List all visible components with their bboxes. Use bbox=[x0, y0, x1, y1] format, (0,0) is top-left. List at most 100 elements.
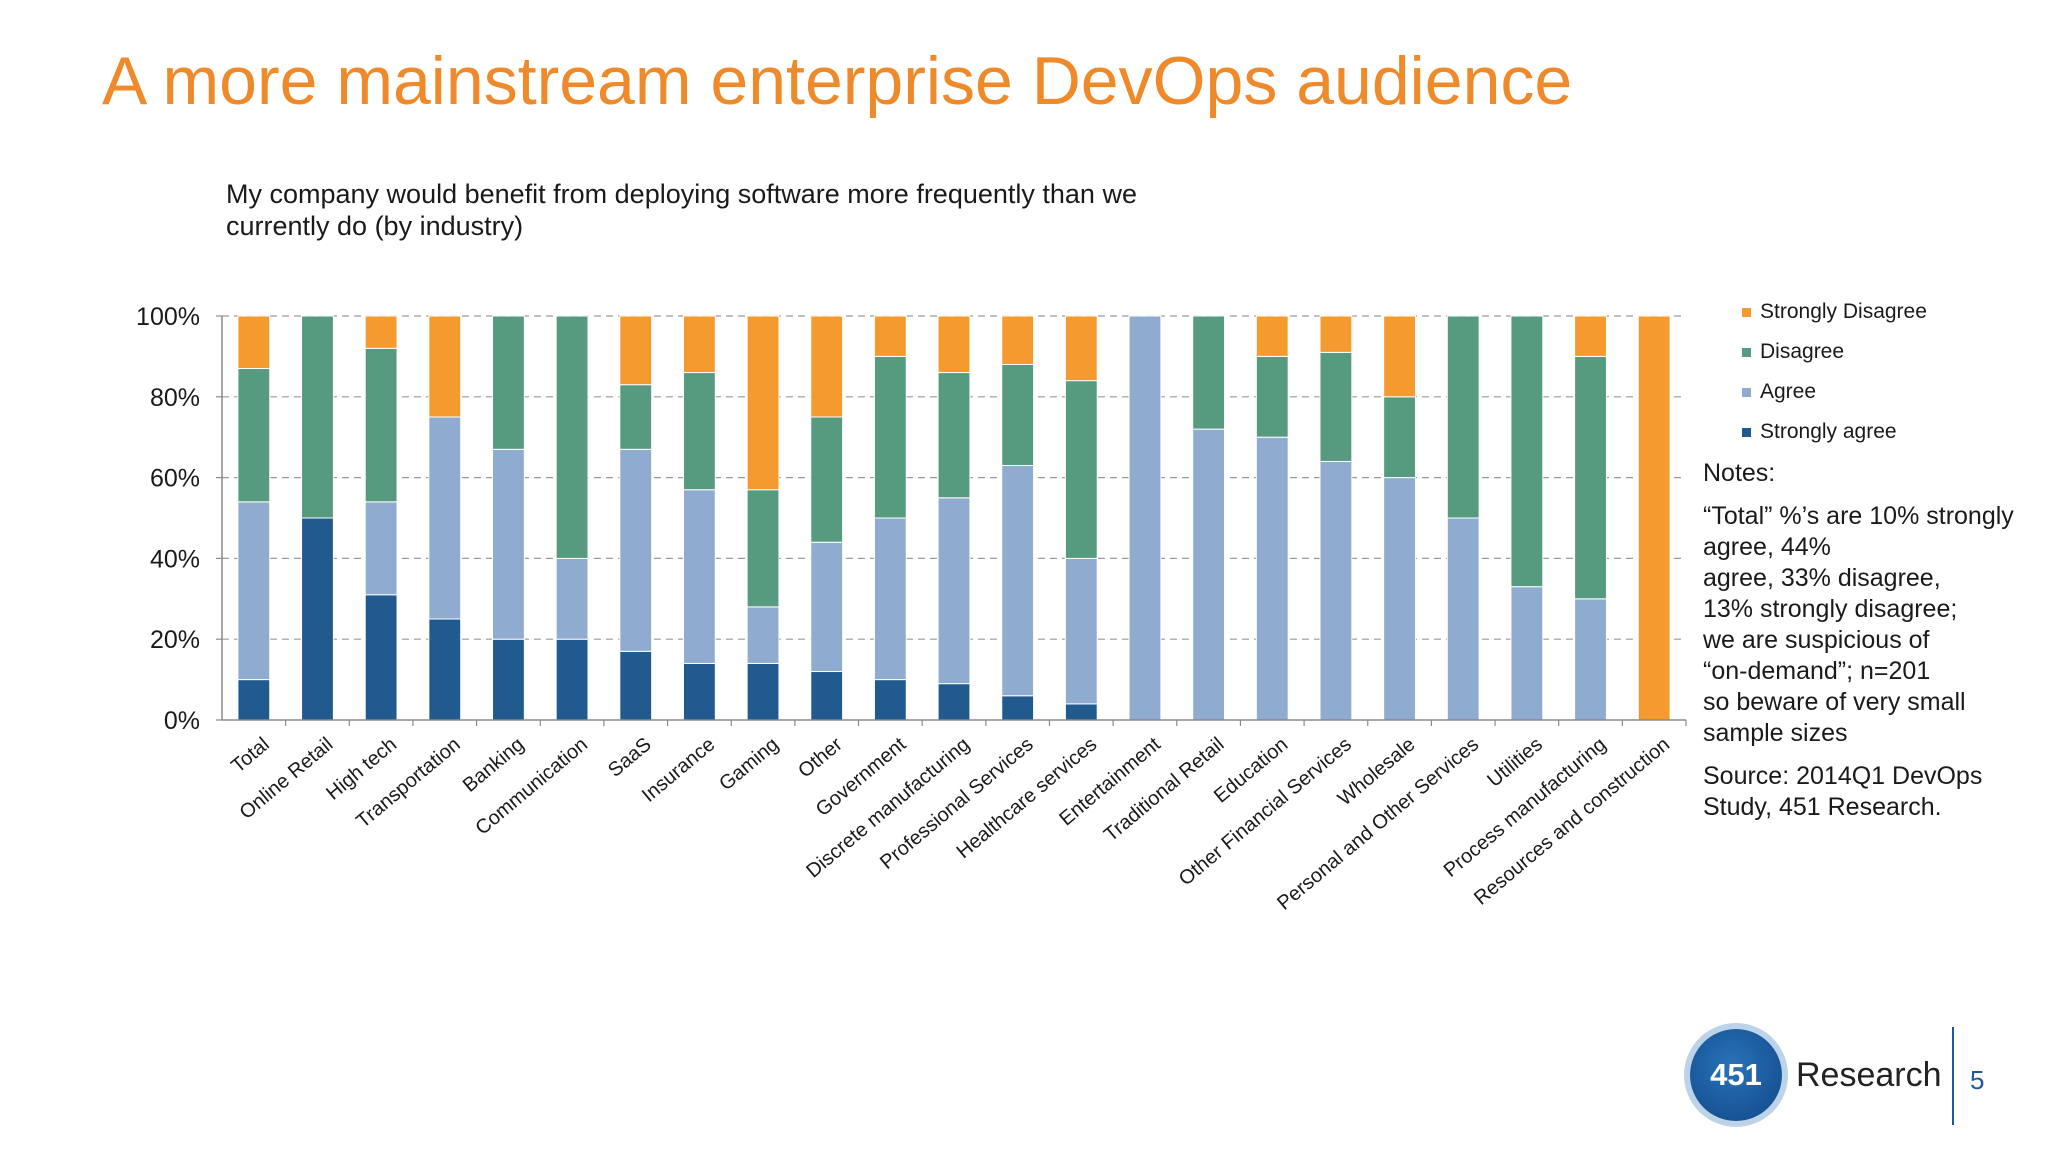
chart-axes bbox=[216, 315, 1687, 726]
x-tick-label: SaaS bbox=[604, 733, 656, 781]
chart-bars bbox=[237, 315, 1671, 721]
bar-segment-strongly-disagree bbox=[1383, 315, 1416, 398]
bar-segment-strongly-disagree bbox=[1319, 315, 1353, 353]
bar-segment-agree bbox=[1446, 517, 1480, 721]
y-tick-label: 20% bbox=[150, 626, 200, 654]
bar-segment-strongly-disagree bbox=[428, 315, 462, 418]
bar-segment-strongly-disagree bbox=[810, 315, 844, 418]
footer-divider bbox=[1952, 1027, 1954, 1125]
bar-segment-strongly-agree bbox=[937, 683, 971, 721]
bar-segment-agree bbox=[1001, 464, 1035, 697]
bar-segment-strongly-agree bbox=[301, 517, 334, 721]
bar-segment-agree bbox=[746, 606, 780, 664]
page-number: 5 bbox=[1970, 1065, 1985, 1095]
legend-item-strongly-agree: Strongly agree bbox=[1742, 412, 1927, 452]
bar-segment-agree bbox=[237, 501, 271, 681]
bar-segment-agree bbox=[1128, 315, 1162, 721]
logo-badge: 451 bbox=[1690, 1029, 1782, 1121]
chart-legend: Strongly Disagree Disagree Agree Strongl… bbox=[1742, 292, 1927, 452]
y-tick-labels: 0% 20% 40% 60% 80% 100% bbox=[136, 303, 200, 735]
bar-segment-strongly-disagree bbox=[937, 315, 971, 374]
legend-swatch bbox=[1742, 347, 1751, 357]
y-tick-label: 0% bbox=[164, 707, 200, 735]
bar-segment-disagree bbox=[1001, 363, 1035, 466]
legend-label: Strongly Disagree bbox=[1760, 300, 1927, 323]
legend-swatch bbox=[1742, 307, 1751, 317]
bar-segment-agree bbox=[937, 497, 971, 685]
notes-line: “on-demand”; n=201 bbox=[1703, 657, 1931, 685]
logo-wordmark: Research bbox=[1796, 1055, 1942, 1094]
bar-segment-strongly-disagree bbox=[1255, 315, 1289, 357]
legend-label: Agree bbox=[1760, 380, 1817, 403]
bar-segment-disagree bbox=[1064, 380, 1098, 559]
bar-segment-strongly-agree bbox=[746, 662, 780, 721]
bar-segment-disagree bbox=[1319, 351, 1353, 462]
bar-segment-agree bbox=[364, 501, 398, 596]
y-tick-label: 60% bbox=[150, 465, 200, 493]
legend-label: Disagree bbox=[1760, 340, 1845, 363]
x-tick-label: Other bbox=[794, 733, 847, 782]
slide-title: A more mainstream enterprise DevOps audi… bbox=[102, 43, 1573, 119]
bar-segment-strongly-disagree bbox=[237, 315, 271, 370]
legend-item-agree: Agree bbox=[1742, 372, 1927, 412]
notes-line: so beware of very small bbox=[1703, 688, 1966, 716]
bar-segment-disagree bbox=[364, 347, 398, 503]
bar-segment-agree bbox=[492, 448, 525, 640]
bar-segment-strongly-agree bbox=[1001, 695, 1035, 721]
bar-segment-disagree bbox=[1383, 396, 1416, 479]
bar-segment-strongly-agree bbox=[873, 679, 907, 721]
notes-source: Source: 2014Q1 DevOps Study, 451 Researc… bbox=[1703, 762, 1983, 821]
bar-segment-disagree bbox=[492, 315, 525, 450]
bar-segment-disagree bbox=[1192, 315, 1226, 430]
bar-segment-strongly-agree bbox=[492, 638, 525, 721]
legend-label: Strongly agree bbox=[1760, 420, 1897, 443]
bar-segment-agree bbox=[1064, 557, 1098, 705]
bar-segment-disagree bbox=[237, 368, 271, 503]
bar-segment-agree bbox=[1383, 477, 1416, 721]
bar-segment-disagree bbox=[1255, 355, 1289, 438]
notes-line: “Total” %’s are 10% strongly agree, 44% bbox=[1703, 502, 2014, 561]
x-tick-label: Communication bbox=[471, 733, 592, 839]
bar-segment-strongly-disagree bbox=[1064, 315, 1098, 382]
notes-heading: Notes: bbox=[1703, 459, 1776, 487]
y-tick-label: 100% bbox=[136, 303, 200, 331]
bar-segment-disagree bbox=[555, 315, 589, 559]
bar-segment-agree bbox=[1510, 586, 1544, 721]
notes-line: agree, 33% disagree, bbox=[1703, 564, 1941, 592]
bar-segment-strongly-disagree bbox=[746, 315, 780, 491]
bar-segment-agree bbox=[1192, 428, 1226, 721]
bar-segment-disagree bbox=[1446, 315, 1480, 519]
bar-segment-agree bbox=[1255, 436, 1289, 721]
bar-segment-disagree bbox=[937, 372, 971, 499]
bar-segment-agree bbox=[619, 448, 653, 652]
notes-line: 13% strongly disagree; bbox=[1703, 595, 1958, 623]
bar-segment-strongly-disagree bbox=[1001, 315, 1035, 365]
bar-segment-disagree bbox=[682, 372, 716, 491]
bar-segment-disagree bbox=[301, 315, 334, 519]
bar-segment-agree bbox=[1319, 460, 1353, 721]
bar-segment-disagree bbox=[746, 489, 780, 608]
legend-swatch bbox=[1742, 387, 1751, 397]
bar-segment-agree bbox=[682, 489, 716, 664]
bar-segment-strongly-agree bbox=[364, 594, 398, 721]
bar-segment-strongly-disagree bbox=[873, 315, 907, 357]
legend-item-strongly-disagree: Strongly Disagree bbox=[1742, 292, 1927, 332]
company-logo: 451 Research bbox=[1690, 1029, 1942, 1121]
bar-segment-agree bbox=[428, 416, 462, 620]
bar-segment-strongly-agree bbox=[428, 618, 462, 721]
bar-segment-strongly-agree bbox=[555, 638, 589, 721]
bar-segment-strongly-agree bbox=[810, 671, 844, 721]
bar-segment-strongly-agree bbox=[237, 679, 271, 721]
chart-title: My company would benefit from deploying … bbox=[226, 179, 1137, 241]
x-tick-label: Total bbox=[227, 733, 274, 777]
bar-segment-disagree bbox=[619, 384, 653, 450]
legend-swatch bbox=[1742, 427, 1751, 437]
x-tick-label: Gaming bbox=[715, 733, 783, 795]
notes-body: “Total” %’s are 10% strongly agree, 44% … bbox=[1703, 501, 2043, 749]
notes-line: sample sizes bbox=[1703, 719, 1848, 747]
bar-segment-strongly-disagree bbox=[364, 315, 398, 349]
bar-segment-agree bbox=[1574, 598, 1607, 721]
bar-segment-strongly-agree bbox=[1064, 703, 1098, 721]
bar-segment-disagree bbox=[1574, 355, 1607, 600]
